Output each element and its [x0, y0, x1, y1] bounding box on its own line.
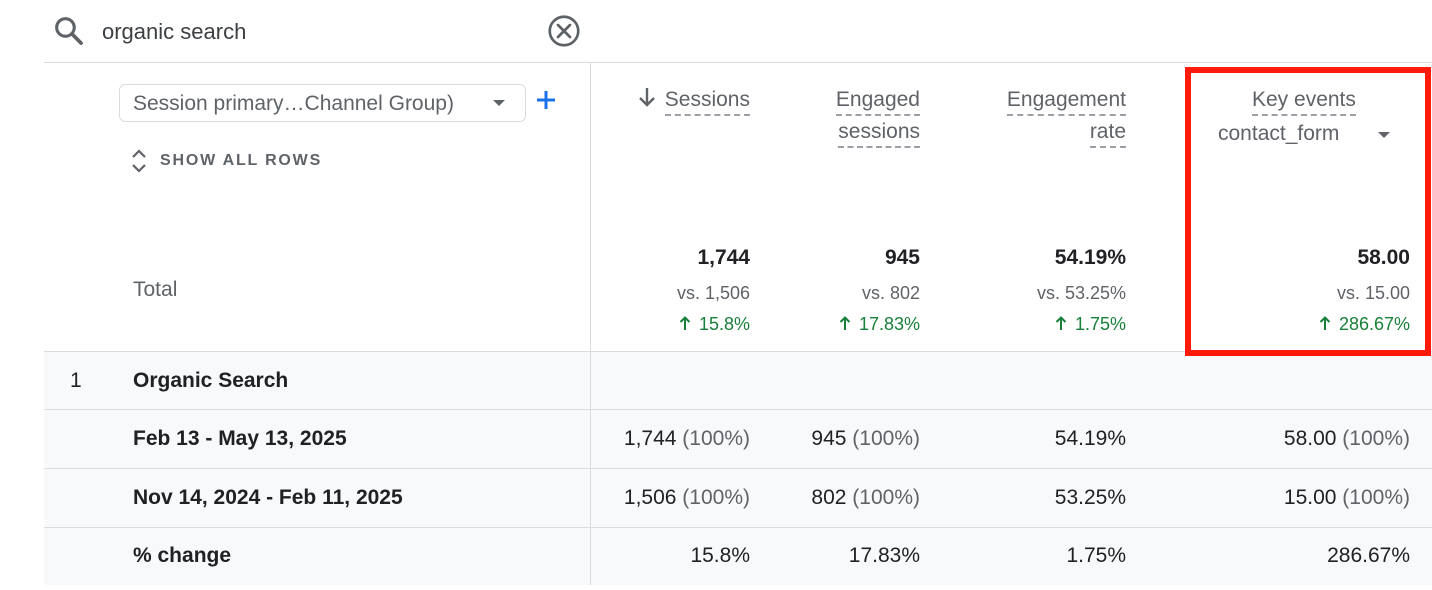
cell-percent: (100%) [682, 427, 750, 450]
cell-value: 58.00 [1283, 427, 1337, 450]
arrow-up-icon [839, 316, 851, 330]
report-table: Session primary…Channel Group) SHOW ALL … [44, 62, 1432, 585]
column-divider [590, 62, 591, 585]
total-change-value: 286.67% [1338, 314, 1410, 334]
table-cell: 1,506 (100%) [624, 486, 750, 510]
table-cell: 15.00 (100%) [1284, 486, 1410, 510]
cell-value: 17.83% [848, 544, 920, 567]
column-header-engagement-rate[interactable]: Engagement rate [1006, 84, 1126, 148]
table-cell: 58.00 (100%) [1284, 427, 1410, 451]
cell-value: 1,506 [623, 486, 677, 509]
column-header-label: Key events [1252, 86, 1356, 116]
cell-percent: (100%) [852, 427, 920, 450]
divider [44, 351, 1432, 352]
key-event-dropdown[interactable]: contact_form [1218, 122, 1398, 150]
arrow-up-icon [679, 316, 691, 330]
total-value: 945 [884, 246, 920, 269]
dimension-dropdown[interactable]: Session primary…Channel Group) [119, 84, 526, 122]
cell-percent: (100%) [1342, 486, 1410, 509]
total-change: 286.67% [1319, 314, 1410, 335]
total-change-value: 15.8% [698, 314, 750, 334]
divider [44, 468, 1432, 469]
column-header-label: Engagement [1006, 86, 1126, 116]
cell-value: 15.8% [690, 544, 750, 567]
cell-value: 1.75% [1066, 544, 1126, 567]
total-comparison: vs. 15.00 [1336, 283, 1410, 303]
arrow-up-icon [1319, 316, 1331, 330]
key-event-dropdown-label: contact_form [1218, 122, 1340, 145]
cell-value: 53.25% [1054, 486, 1126, 509]
row-label: % change [133, 544, 232, 567]
arrow-down-icon [638, 88, 655, 107]
table-cell: 54.19% [1055, 427, 1126, 451]
column-header-sessions[interactable]: Sessions [637, 84, 750, 116]
close-circle-icon[interactable] [546, 13, 582, 49]
divider [44, 409, 1432, 410]
totals-label: Total [133, 278, 178, 301]
total-value: 54.19% [1054, 246, 1126, 269]
total-comparison: vs. 53.25% [1036, 283, 1126, 303]
arrow-up-icon [1055, 316, 1067, 330]
row-label: Feb 13 - May 13, 2025 [133, 427, 347, 450]
cell-value: 15.00 [1283, 486, 1337, 509]
column-header-engaged-sessions[interactable]: Engaged sessions [835, 84, 920, 148]
search-icon [55, 17, 83, 45]
row-label: Organic Search [133, 369, 289, 392]
total-change-value: 17.83% [858, 314, 920, 334]
row-number: 1 [70, 369, 82, 392]
table-cell: 15.8% [690, 544, 750, 568]
total-comparison: vs. 802 [861, 283, 920, 303]
unfold-icon [132, 149, 146, 173]
total-change-value: 1.75% [1074, 314, 1126, 334]
column-header-label: Sessions [664, 86, 750, 116]
divider [44, 527, 1432, 528]
cell-percent: (100%) [1342, 427, 1410, 450]
total-value: 58.00 [1357, 246, 1410, 269]
cell-percent: (100%) [682, 486, 750, 509]
row-label: Nov 14, 2024 - Feb 11, 2025 [133, 486, 403, 509]
table-cell: 802 (100%) [811, 486, 920, 510]
table-cell: 1,744 (100%) [624, 427, 750, 451]
total-change: 17.83% [839, 314, 920, 335]
search-input[interactable]: organic search [102, 19, 247, 44]
dimension-dropdown-label: Session primary…Channel Group) [133, 92, 454, 115]
total-change: 15.8% [679, 314, 750, 335]
table-cell: 286.67% [1327, 544, 1410, 568]
cell-value: 54.19% [1054, 427, 1126, 450]
cell-value: 945 [811, 427, 847, 450]
table-cell: 945 (100%) [811, 427, 920, 451]
table-cell: 1.75% [1066, 544, 1126, 568]
column-header-label: Engaged [835, 86, 920, 116]
table-cell: 53.25% [1055, 486, 1126, 510]
cell-value: 286.67% [1327, 544, 1410, 567]
column-header-label: rate [1089, 118, 1126, 148]
total-change: 1.75% [1055, 314, 1126, 335]
caret-down-icon [1378, 132, 1390, 138]
divider [44, 62, 1432, 63]
plus-icon[interactable] [534, 88, 558, 112]
table-cell: 17.83% [849, 544, 920, 568]
cell-value: 802 [811, 486, 847, 509]
column-header-key-events[interactable]: Key events [1252, 84, 1356, 116]
total-comparison: vs. 1,506 [676, 283, 750, 303]
caret-down-icon [493, 100, 505, 106]
column-header-label: sessions [838, 118, 920, 148]
cell-value: 1,744 [623, 427, 677, 450]
cell-percent: (100%) [852, 486, 920, 509]
show-all-rows-label: SHOW ALL ROWS [160, 152, 323, 169]
total-value: 1,744 [697, 246, 750, 269]
